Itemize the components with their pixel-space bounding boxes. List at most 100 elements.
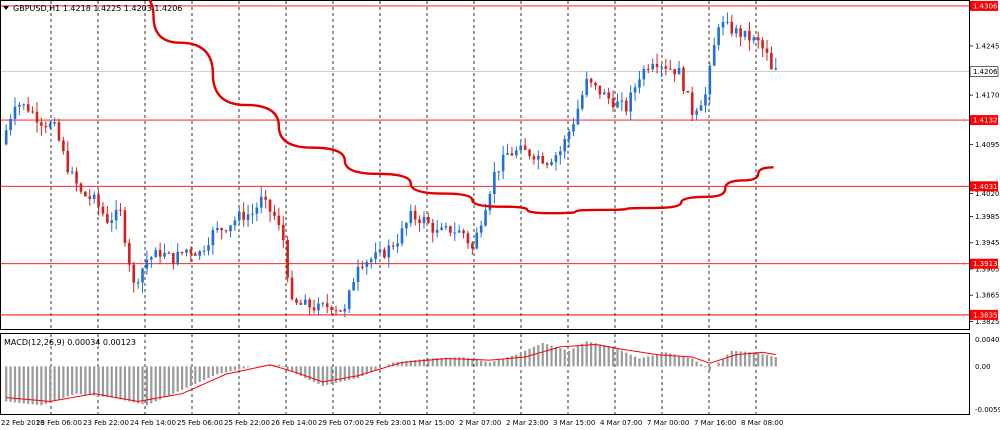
candle-body <box>237 211 241 221</box>
time-tick-label: 23 Feb 06:00 <box>36 419 82 427</box>
candle-body <box>493 171 496 195</box>
candle-body <box>194 253 197 256</box>
candle-body <box>690 92 694 115</box>
candle-body <box>528 149 531 157</box>
main-pane-frame <box>0 0 970 330</box>
time-tick-label: 25 Feb 22:00 <box>224 419 270 427</box>
triangle-down-icon[interactable] <box>3 6 9 10</box>
candle-body <box>594 82 597 86</box>
candle-body <box>369 259 373 263</box>
candle-body <box>484 210 487 226</box>
candle-body <box>633 87 637 93</box>
candle-body <box>378 249 382 253</box>
level-tag-label: 1.4306 <box>973 2 998 10</box>
candle-body <box>229 225 232 232</box>
candle-body <box>655 63 659 68</box>
candle-body <box>585 78 588 96</box>
candle-body <box>136 282 140 284</box>
candle-body <box>295 299 298 303</box>
level-tag-label: 1.3913 <box>973 260 998 268</box>
time-tick-label: 24 Feb 14:00 <box>130 419 176 427</box>
candle-body <box>255 207 259 214</box>
candle-body <box>567 131 571 140</box>
candle-body <box>172 253 175 265</box>
candle-body <box>62 140 65 151</box>
candle-body <box>739 28 742 37</box>
candle-body <box>251 213 254 215</box>
candle-body <box>97 194 100 207</box>
candle-body <box>413 211 417 220</box>
candle-body <box>277 215 281 226</box>
candle-body <box>145 259 149 269</box>
level-tag-label: 1.4031 <box>973 183 998 191</box>
candle-body <box>281 225 285 241</box>
candle-body <box>712 45 716 66</box>
time-tick-label: 2 Mar 07:00 <box>459 419 501 427</box>
candle-body <box>598 85 602 95</box>
macd-tick-label: -0.00598 <box>975 406 1000 414</box>
candle-body <box>387 245 391 258</box>
candle-body <box>400 228 404 244</box>
candle-body <box>4 130 8 145</box>
candle-body <box>66 150 70 173</box>
candle-body <box>607 92 610 99</box>
candle-body <box>519 145 523 151</box>
candle-body <box>422 216 426 224</box>
candle-body <box>110 220 114 223</box>
candle-body <box>35 111 39 123</box>
price-tick-label: 1.4095 <box>975 141 1000 149</box>
candle-body <box>770 52 773 70</box>
candle-body <box>119 209 122 211</box>
candle-body <box>330 307 333 310</box>
candle-body <box>75 171 78 184</box>
candle-body <box>339 310 342 312</box>
candle-body <box>88 196 92 199</box>
price-axis: 1.4245 1.4170 1.4095 1.4020 1.3985 1.3945 1.39… <box>969 0 1000 326</box>
candle-body <box>638 79 641 88</box>
candle-body <box>576 108 580 125</box>
time-tick-label: 23 Feb 22:00 <box>83 419 129 427</box>
candle-body <box>211 230 215 246</box>
candle-body <box>92 194 96 199</box>
candle-body <box>158 250 162 257</box>
candle-body <box>440 227 443 230</box>
candle-body <box>176 251 180 265</box>
candle-body <box>515 150 518 156</box>
candle-body <box>545 163 549 165</box>
candle-body <box>563 139 567 152</box>
candle-body <box>317 303 320 311</box>
candle-body <box>286 240 289 278</box>
candle-body <box>361 266 364 268</box>
candle-body <box>303 299 307 305</box>
candle-body <box>22 104 26 106</box>
candle-body <box>541 155 545 164</box>
candle-body <box>726 21 729 23</box>
candle-body <box>70 171 74 173</box>
candle-body <box>611 98 615 108</box>
candle-body <box>18 104 21 107</box>
candle-body <box>708 65 712 95</box>
candle-body <box>167 252 171 254</box>
candle-body <box>343 308 347 312</box>
candle-body <box>405 223 408 229</box>
level-tag <box>970 309 998 320</box>
time-tick-label: 2 Mar 23:00 <box>506 419 548 427</box>
candle-body <box>431 222 435 233</box>
candle-body <box>748 30 751 41</box>
candle-body <box>642 68 646 80</box>
candle-body <box>532 156 536 160</box>
candle-body <box>602 92 606 95</box>
price-tick-label: 1.3865 <box>975 292 1000 300</box>
candle-body <box>79 183 83 192</box>
time-tick-label: 3 Mar 15:00 <box>553 419 595 427</box>
candle-body <box>259 196 263 208</box>
candle-body <box>510 153 514 156</box>
candle-body <box>453 232 457 234</box>
macd-axis: 0.00402 0.00 -0.00598 <box>975 336 1000 414</box>
candle-body <box>154 250 158 258</box>
time-tick-label: 8 Mar 08:00 <box>741 419 783 427</box>
candle-body <box>48 123 52 128</box>
price-tick-label: 1.3905 <box>975 265 1000 273</box>
candle-body <box>233 220 237 226</box>
